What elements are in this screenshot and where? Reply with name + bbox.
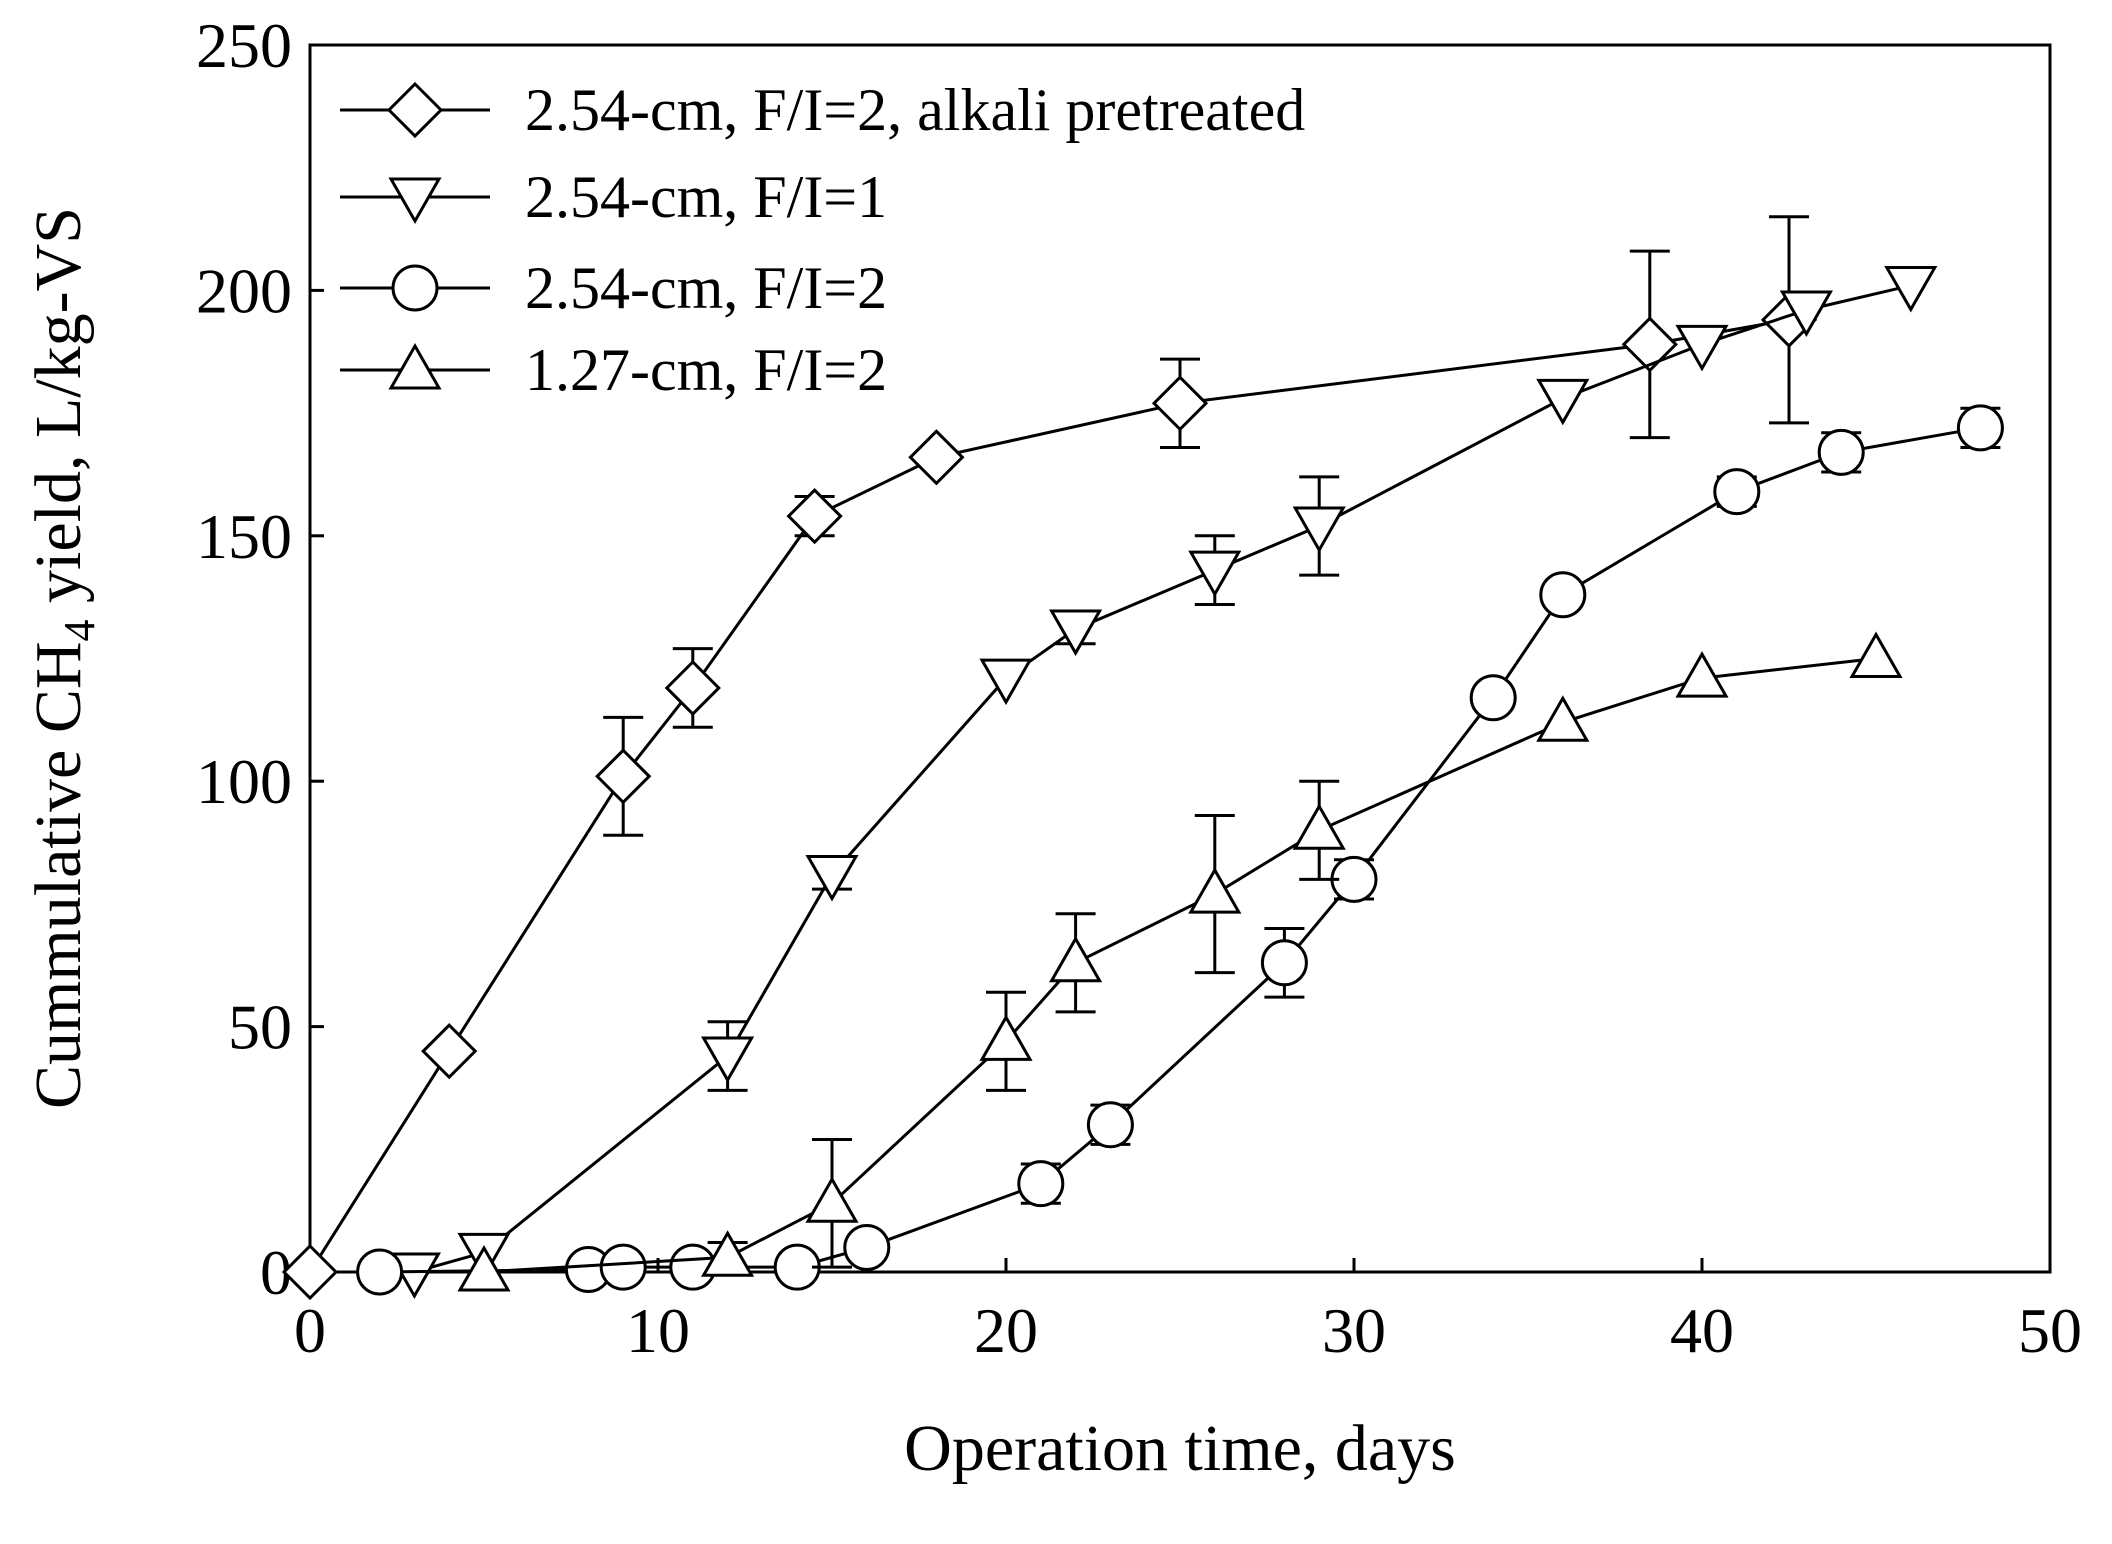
data-point [979, 1014, 1033, 1061]
x-tick-label: 0 [294, 1295, 326, 1366]
x-axis: 0 10 20 30 40 50 [294, 1258, 2082, 1366]
data-point [457, 1244, 511, 1292]
y-axis-title-subscript: 4 [55, 619, 104, 641]
legend-label: 2.54-cm, F/I=1 [525, 164, 887, 230]
data-point [1292, 506, 1346, 554]
data-point [701, 1036, 755, 1084]
data-point [664, 659, 721, 717]
legend-marker [388, 177, 442, 225]
y-axis-title-rest: yield, L/kg-VS [22, 207, 95, 619]
data-point [421, 1023, 478, 1080]
y-axis-title: Cummulative CH4 yield, L/kg-VS [22, 207, 104, 1109]
y-tick-label: 150 [196, 501, 292, 572]
y-tick-label: 100 [196, 746, 292, 817]
legend-label: 2.54-cm, F/I=2 [525, 255, 887, 321]
legend: 2.54-cm, F/I=2, alkali pretreated 2.54-cm… [340, 77, 1305, 403]
legend-marker [386, 81, 444, 139]
data-point [1539, 571, 1587, 619]
data-point [979, 658, 1033, 706]
data-point [843, 1223, 891, 1271]
y-tick-label: 50 [228, 992, 292, 1063]
legend-label: 2.54-cm, F/I=2, alkali pretreated [525, 77, 1305, 143]
data-point [1260, 939, 1308, 987]
data-point [1884, 265, 1938, 313]
plot-area [308, 43, 2052, 1274]
legend-entry: 2.54-cm, F/I=2, alkali pretreated [340, 77, 1305, 143]
data-point [1086, 1101, 1134, 1149]
data-point [1817, 428, 1865, 476]
data-point [805, 854, 859, 902]
data-point [805, 1176, 859, 1223]
x-tick-label: 40 [1670, 1295, 1734, 1366]
x-tick-label: 50 [2018, 1295, 2082, 1366]
legend-marker [391, 264, 439, 312]
series-triangle-up [457, 631, 1903, 1292]
x-tick-label: 30 [1322, 1295, 1386, 1366]
series-circle [356, 404, 2004, 1296]
data-point [908, 429, 965, 486]
y-axis-title-main: Cummulative CH [22, 641, 95, 1108]
series-line [379, 426, 1981, 1274]
data-point [1956, 404, 2004, 452]
series-layer [281, 215, 2004, 1301]
data-point [1292, 803, 1346, 850]
legend-entry: 1.27-cm, F/I=2 [340, 337, 887, 403]
data-point [701, 1230, 755, 1277]
data-point [1188, 550, 1242, 598]
data-point [599, 1243, 647, 1291]
legend-marker [388, 342, 442, 390]
y-tick-label: 250 [196, 10, 292, 81]
data-point [1188, 867, 1242, 914]
data-point [1469, 674, 1517, 722]
series-line [308, 318, 1790, 1273]
data-point [1049, 935, 1103, 983]
x-axis-title: Operation time, days [904, 1412, 1456, 1485]
legend-entry: 2.54-cm, F/I=1 [340, 164, 887, 230]
legend-label: 1.27-cm, F/I=2 [525, 337, 887, 403]
data-point [1675, 651, 1729, 698]
data-point [1849, 631, 1903, 678]
x-tick-label: 10 [626, 1295, 690, 1366]
x-tick-label: 20 [974, 1295, 1038, 1366]
y-tick-label: 200 [196, 255, 292, 326]
data-point [1151, 375, 1209, 432]
series-line [483, 657, 1877, 1274]
series-diamond [281, 215, 1818, 1301]
data-point [595, 748, 652, 805]
data-point [356, 1248, 404, 1296]
legend-entry: 2.54-cm, F/I=2 [340, 255, 887, 321]
data-point [1017, 1160, 1065, 1208]
data-point [1713, 468, 1761, 516]
data-point [1536, 695, 1590, 742]
data-point [786, 488, 843, 545]
data-point [1779, 290, 1833, 338]
data-point [281, 1243, 339, 1301]
data-point [1049, 609, 1103, 657]
data-point [1536, 378, 1590, 426]
data-point [1675, 324, 1729, 372]
data-point [1621, 316, 1678, 373]
